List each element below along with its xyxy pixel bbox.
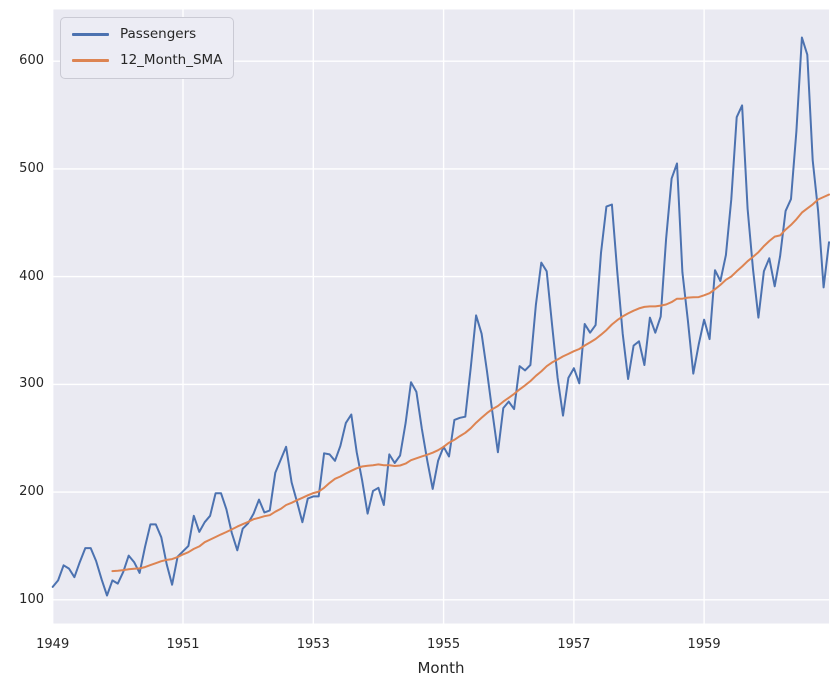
y-tick-label: 600 <box>19 53 44 69</box>
x-tick-label: 1949 <box>36 637 70 652</box>
passengers-line-swatch <box>72 33 109 36</box>
passengers-line <box>51 36 830 597</box>
plot-area <box>52 9 829 624</box>
x-axis-label: Month <box>417 659 465 677</box>
legend-entry-sma: 12_Month_SMA <box>72 52 222 69</box>
sma-line-swatch <box>72 59 109 62</box>
x-tick-label: 1955 <box>427 637 461 652</box>
x-tick-label: 1951 <box>166 637 200 652</box>
y-tick-label: 400 <box>19 268 44 284</box>
legend-entry-passengers: Passengers <box>72 26 222 43</box>
x-tick-label: 1957 <box>557 637 591 652</box>
x-tick-label: 1959 <box>687 637 721 652</box>
x-tick-label: 1953 <box>296 637 330 652</box>
y-tick-label: 100 <box>19 591 44 607</box>
y-tick-label: 300 <box>19 376 44 392</box>
12_month_sma-line <box>111 193 830 573</box>
legend: Passengers 12_Month_SMA <box>60 17 235 79</box>
legend-label-sma: 12_Month_SMA <box>120 51 223 68</box>
y-tick-label: 500 <box>19 160 44 176</box>
y-tick-label: 200 <box>19 484 44 500</box>
legend-label-passengers: Passengers <box>120 26 197 42</box>
